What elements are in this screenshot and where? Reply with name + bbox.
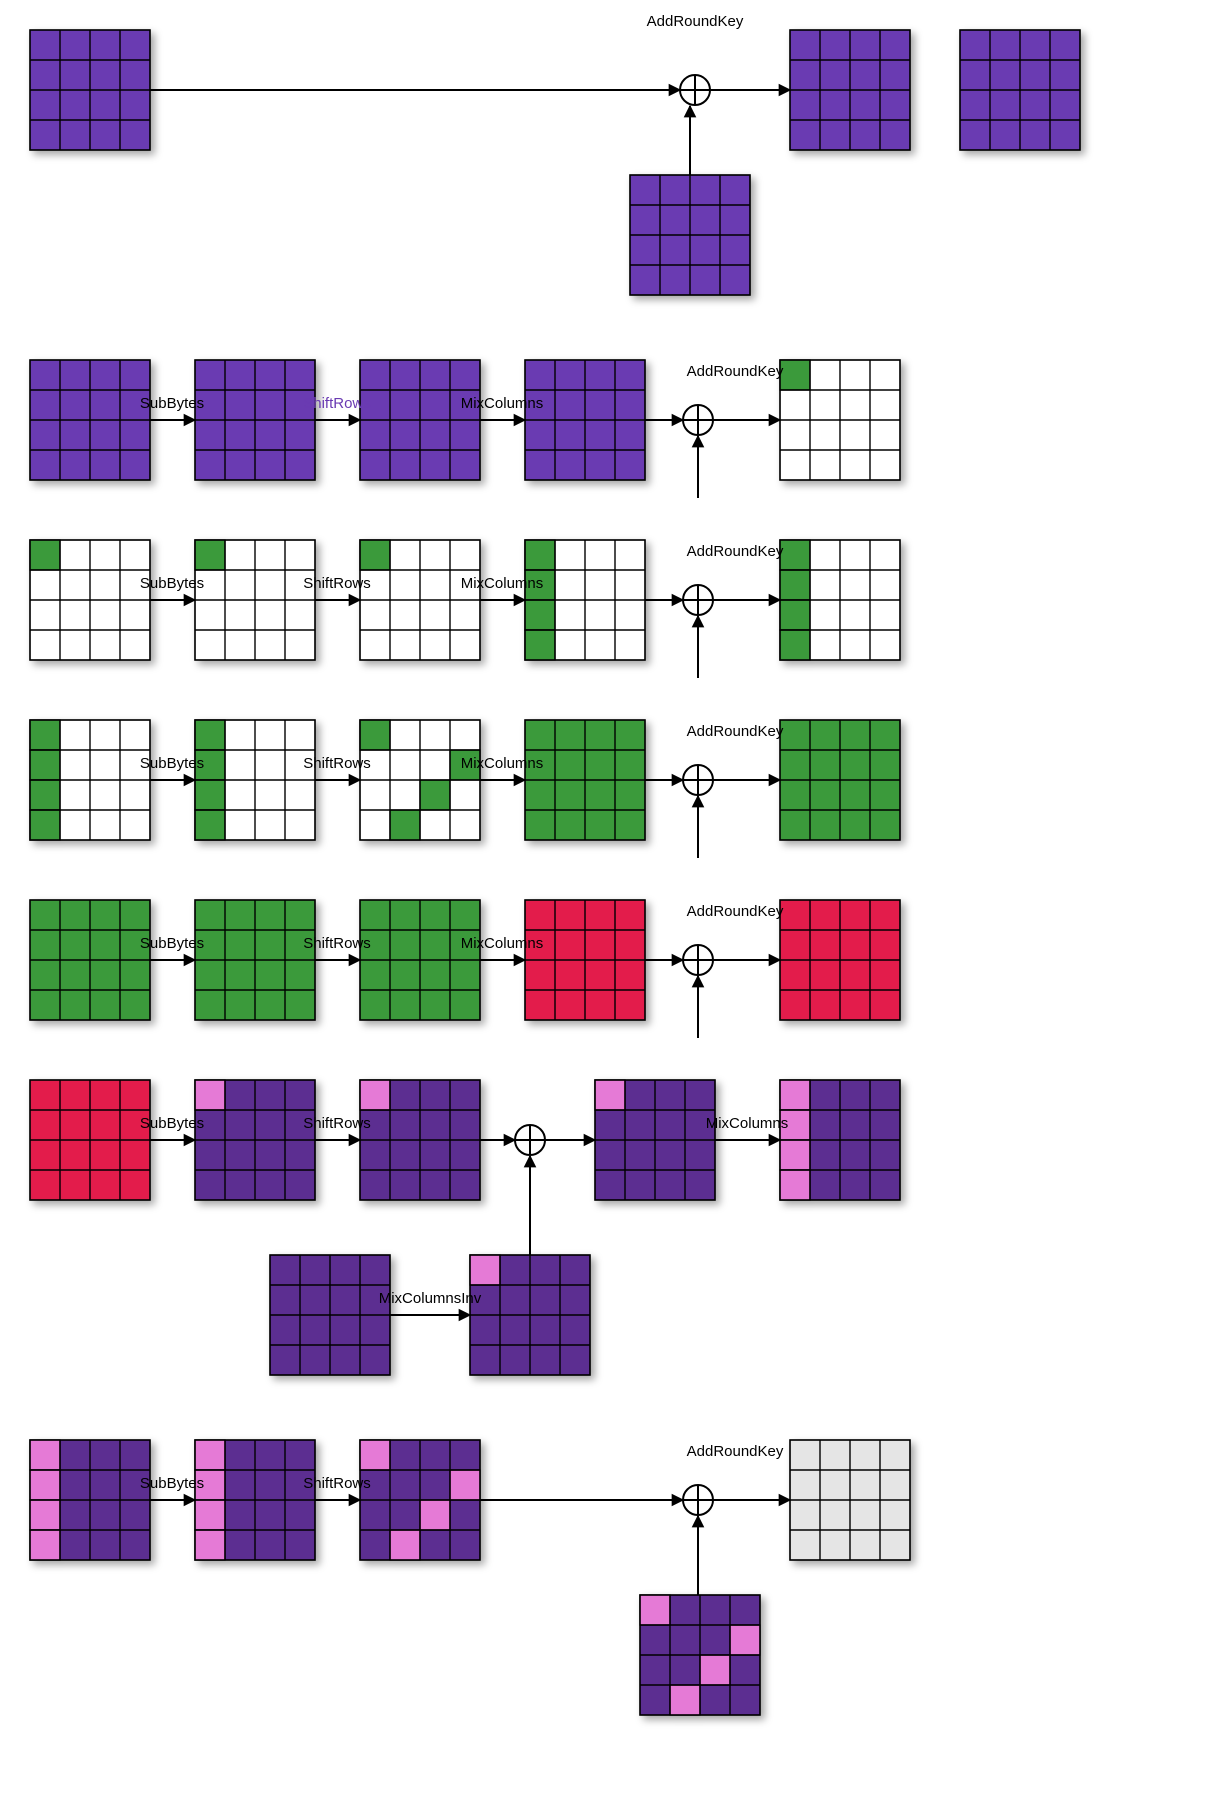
op-label-subbytes: SubBytes [140,575,204,592]
op-label-addroundkey: AddRoundKey [687,1443,784,1460]
state-grid [360,720,480,840]
state-grid [30,540,150,660]
op-label-shiftrows: ShiftRows [303,395,371,412]
xor-icon [683,945,713,975]
op-label-mixcolumns: MixColumns [461,755,544,772]
state-grid [790,30,910,150]
xor-icon [683,405,713,435]
state-grid [30,720,150,840]
op-label-subbytes: SubBytes [140,935,204,952]
op-label-mixcolumnsinv: MixColumnsInv [379,1290,482,1307]
op-label-shiftrows: ShiftRows [303,755,371,772]
op-label-subbytes: SubBytes [140,1115,204,1132]
state-grid [525,360,645,480]
op-label-addroundkey: AddRoundKey [647,13,744,30]
op-label-mixcolumns: MixColumns [461,575,544,592]
state-grid [195,900,315,1020]
aes-diffusion-diagram: AddRoundKey SubBytes ShiftRows MixColumns Ad… [0,0,1207,1815]
op-label-subbytes: SubBytes [140,755,204,772]
op-label-addroundkey: AddRoundKey [687,903,784,920]
state-grid [640,1595,760,1715]
op-label-addroundkey: AddRoundKey [687,363,784,380]
op-label-addroundkey: AddRoundKey [687,723,784,740]
op-label-mixcolumns: MixColumns [461,395,544,412]
state-grid [30,30,150,150]
state-grid [270,1255,390,1375]
state-grid [360,900,480,1020]
diagram-svg: AddRoundKey SubBytes ShiftRows MixColumns Ad… [0,0,1207,1815]
state-grid [360,1440,480,1560]
state-grid [195,360,315,480]
xor-icon [515,1125,545,1155]
state-grid [960,30,1080,150]
state-grid [780,360,900,480]
op-label-mixcolumns: MixColumns [461,935,544,952]
state-grid [195,1080,315,1200]
op-label-shiftrows: ShiftRows [303,1115,371,1132]
op-label-addroundkey: AddRoundKey [687,543,784,560]
state-grid [525,900,645,1020]
state-grid [195,720,315,840]
op-label-mixcolumns: MixColumns [706,1115,789,1132]
op-label-subbytes: SubBytes [140,1475,204,1492]
state-grid [195,540,315,660]
state-grid [780,1080,900,1200]
state-grid [30,360,150,480]
state-grid [780,540,900,660]
state-grid [525,540,645,660]
state-grid [790,1440,910,1560]
xor-icon [683,765,713,795]
op-label-subbytes: SubBytes [140,395,204,412]
state-grid [470,1255,590,1375]
state-grid [780,720,900,840]
op-label-shiftrows: ShiftRows [303,575,371,592]
state-grid [360,360,480,480]
state-grid [595,1080,715,1200]
state-grid [630,175,750,295]
state-grid [195,1440,315,1560]
xor-icon [680,75,710,105]
state-grid [525,720,645,840]
state-grid [30,900,150,1020]
state-grid [30,1080,150,1200]
state-grid [780,900,900,1020]
op-label-shiftrows: ShiftRows [303,935,371,952]
state-grid [30,1440,150,1560]
xor-icon [683,1485,713,1515]
state-grid [360,540,480,660]
state-grid [360,1080,480,1200]
xor-icon [683,585,713,615]
op-label-shiftrows: ShiftRows [303,1475,371,1492]
